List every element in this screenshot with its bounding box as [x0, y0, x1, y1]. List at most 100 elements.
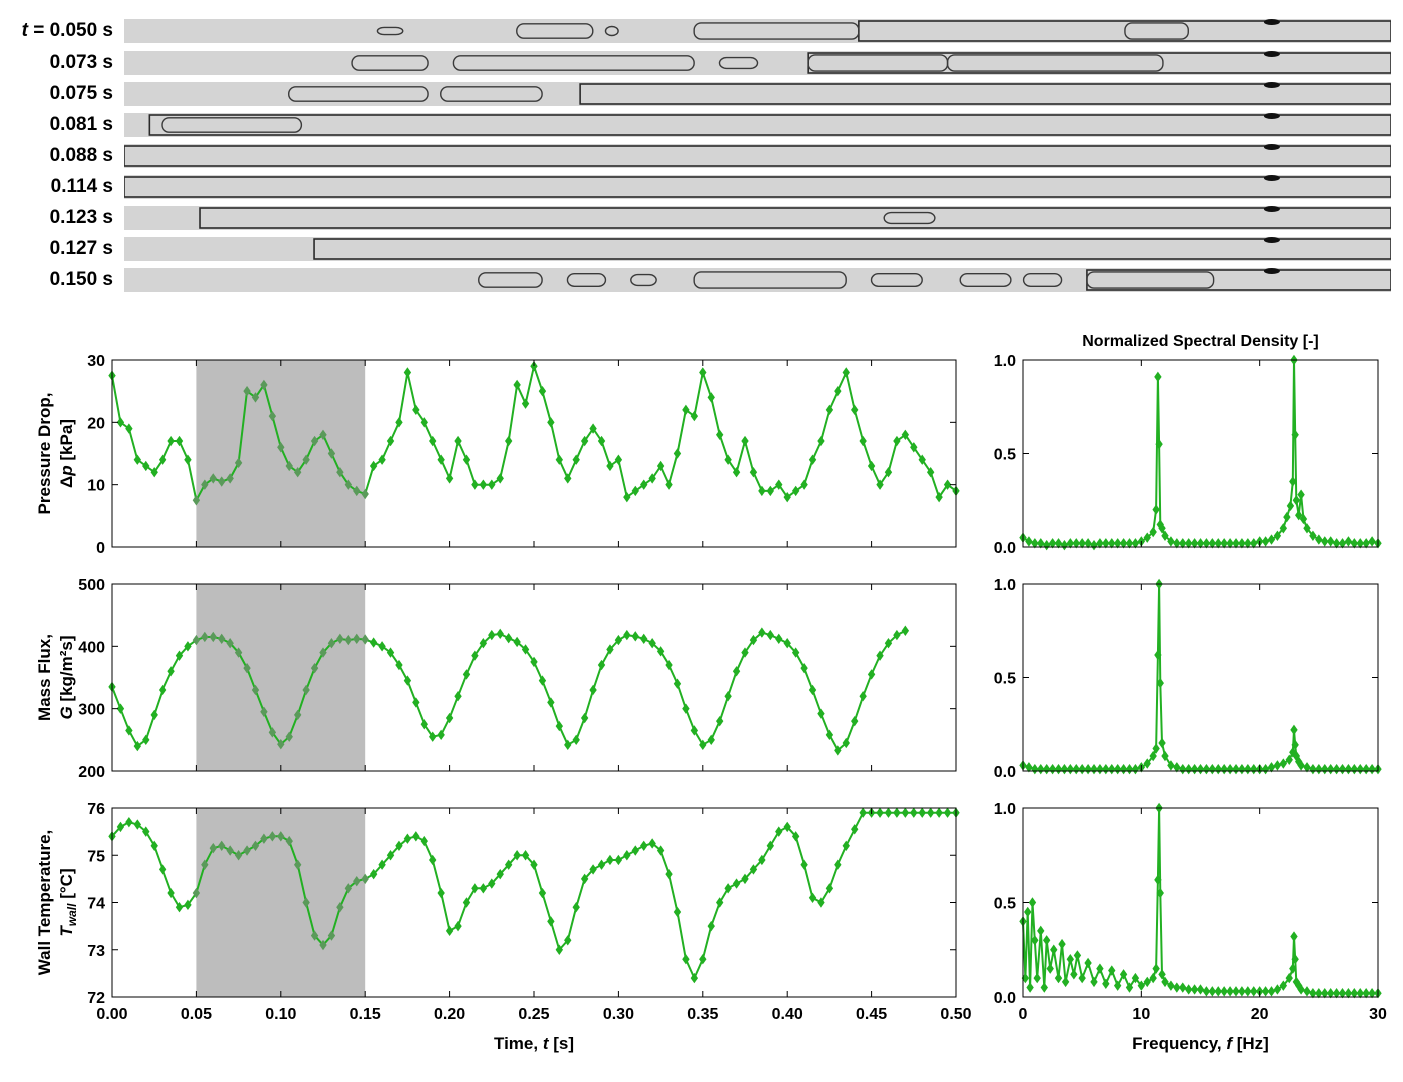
data-point	[699, 954, 707, 965]
data-point	[1290, 931, 1298, 942]
data-point	[1309, 530, 1317, 541]
data-point	[640, 633, 648, 645]
data-point	[175, 902, 184, 913]
y-tick-label: 0.0	[994, 540, 1016, 557]
pressure-tap-mark	[1263, 268, 1280, 274]
data-point	[1303, 986, 1311, 997]
data-point	[1289, 476, 1297, 487]
data-point	[665, 659, 673, 671]
data-point	[1184, 538, 1193, 549]
data-point	[943, 479, 952, 490]
data-point	[133, 740, 142, 752]
data-point	[1131, 763, 1140, 775]
data-point	[1356, 988, 1364, 999]
data-point	[800, 479, 808, 490]
data-point	[344, 634, 353, 646]
data-point	[800, 859, 808, 870]
data-point	[1226, 538, 1234, 549]
x-tick-label: 0.40	[772, 1006, 803, 1023]
data-point	[1244, 986, 1252, 997]
data-point	[142, 734, 150, 746]
data-point	[1232, 986, 1240, 997]
data-point	[555, 720, 564, 732]
data-point	[158, 684, 167, 696]
data-point	[1060, 539, 1069, 551]
data-point	[901, 429, 910, 440]
data-point	[1279, 523, 1288, 534]
data-point	[504, 859, 513, 870]
data-point	[758, 485, 766, 497]
y-tick-label: 0.0	[994, 764, 1016, 781]
data-point	[125, 816, 133, 828]
data-point	[1214, 986, 1222, 997]
data-point	[893, 807, 901, 818]
series-line	[1022, 807, 1378, 995]
data-point	[513, 850, 521, 861]
data-point	[673, 448, 682, 459]
data-point	[201, 859, 209, 870]
data-point	[369, 460, 378, 472]
data-point	[758, 627, 766, 638]
data-point	[142, 460, 150, 472]
data-point	[901, 807, 910, 818]
y-tick-label: 300	[78, 702, 105, 719]
axes-box	[1022, 359, 1379, 548]
pressure-tap-mark	[1263, 175, 1280, 181]
chart-title: Normalized Spectral Density [-]	[1082, 333, 1319, 350]
data-point	[361, 488, 369, 500]
data-point	[378, 641, 386, 652]
data-point	[1173, 762, 1181, 773]
data-point	[724, 691, 732, 702]
data-point	[1338, 538, 1347, 549]
image-strip-row: 0.088 s	[0, 144, 1403, 168]
data-point	[1073, 950, 1082, 961]
data-point	[504, 435, 513, 447]
y-axis-label: Pressure Drop,	[35, 393, 54, 515]
data-point	[775, 479, 783, 490]
data-point	[1332, 538, 1341, 549]
data-point	[403, 675, 412, 686]
strip-time-value: 0.150 s	[49, 269, 113, 290]
data-point	[521, 644, 530, 655]
data-point	[462, 897, 471, 908]
image-strip-row: 0.150 s	[0, 268, 1403, 292]
data-point	[656, 646, 665, 657]
data-point	[251, 684, 260, 696]
data-point	[1267, 762, 1276, 773]
high-speed-image-sequence: t = 0.050 s 0.073 s 0.075 s 0.081 s 0.088 s 0…	[0, 0, 1403, 300]
data-point	[1119, 969, 1128, 980]
data-point	[1273, 984, 1282, 995]
x-tick-label: 0.15	[350, 1006, 381, 1023]
vapor-bubble	[630, 273, 657, 287]
data-point	[1289, 963, 1297, 974]
data-point	[564, 935, 572, 946]
data-point	[1037, 925, 1045, 937]
data-point	[867, 460, 876, 472]
data-point	[285, 731, 293, 742]
data-point	[1061, 976, 1070, 988]
data-point	[943, 807, 952, 818]
data-point	[817, 708, 825, 719]
y-tick-label: 0.5	[994, 896, 1016, 913]
data-point	[184, 454, 192, 465]
data-point	[1113, 980, 1122, 991]
data-point	[1040, 982, 1048, 993]
data-point	[327, 448, 336, 459]
data-point	[386, 850, 395, 861]
vapor-bubble	[604, 25, 619, 37]
data-point	[454, 920, 462, 932]
vapor-bubble	[566, 272, 607, 288]
data-point	[1108, 538, 1116, 549]
data-point	[547, 916, 555, 927]
y-tick-label: 1.0	[994, 353, 1016, 370]
data-point	[732, 666, 741, 677]
strip-time-value: 0.073 s	[49, 52, 113, 73]
data-point	[1090, 539, 1098, 551]
data-point	[1149, 750, 1157, 762]
data-point	[116, 821, 125, 833]
data-point	[353, 876, 361, 887]
data-point	[150, 709, 158, 721]
pressure-tap-mark	[1263, 113, 1280, 119]
data-point	[1102, 978, 1110, 989]
data-point	[631, 485, 639, 497]
